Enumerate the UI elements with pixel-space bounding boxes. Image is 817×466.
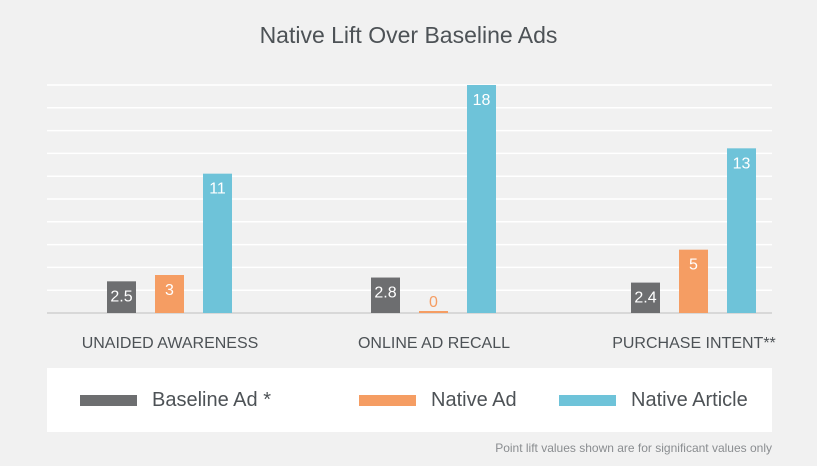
legend: Baseline Ad * Native Ad Native Article <box>47 368 772 432</box>
data-label: 3 <box>165 282 174 299</box>
bar-baseline-ad-1 <box>371 277 400 313</box>
legend-label-native-ad: Native Ad <box>431 388 517 411</box>
data-label: 2.8 <box>374 285 396 302</box>
category-label: UNAIDED AWARENESS <box>82 335 259 352</box>
legend-swatch-native-article <box>559 394 616 406</box>
bar-native-article-2 <box>727 148 756 313</box>
data-label: 2.5 <box>110 288 132 305</box>
data-label: 13 <box>733 155 751 172</box>
legend-item-native-ad: Native Ad <box>359 368 517 432</box>
data-label: 18 <box>473 92 491 109</box>
data-labels: 2.5 2.8 2.4 3 0 5 11 18 13 <box>110 92 750 311</box>
bar-chart: 2.5 2.8 2.4 3 0 5 11 18 13 UNAIDED AWARENESS ONLI… <box>47 84 776 352</box>
bar-native-article-0 <box>203 173 232 313</box>
bar-native-ad-2 <box>679 249 708 313</box>
bar-baseline-ad-0 <box>107 281 136 313</box>
legend-label-baseline-ad: Baseline Ad * <box>152 388 271 411</box>
data-label: 5 <box>689 257 698 274</box>
bar-baseline-ad-2 <box>631 282 660 313</box>
category-label: ONLINE AD RECALL <box>358 335 510 352</box>
gridlines <box>47 84 772 314</box>
data-label: 0 <box>429 294 438 311</box>
bars <box>107 85 756 313</box>
bar-native-ad-0 <box>155 275 184 313</box>
category-label: PURCHASE INTENT** <box>612 335 776 352</box>
data-label: 11 <box>209 181 226 198</box>
legend-swatch-native-ad <box>359 394 416 406</box>
chart-title: Native Lift Over Baseline Ads <box>259 22 558 48</box>
legend-item-baseline-ad: Baseline Ad * <box>80 368 271 432</box>
legend-item-native-article: Native Article <box>559 368 748 432</box>
bar-native-article-1 <box>467 85 496 313</box>
legend-label-native-article: Native Article <box>631 388 748 411</box>
legend-swatch-baseline-ad <box>80 394 137 406</box>
footnote: Point lift values shown are for signific… <box>495 441 772 455</box>
category-labels: UNAIDED AWARENESS ONLINE AD RECALL PURCHAS… <box>82 335 776 352</box>
data-label: 2.4 <box>634 290 656 307</box>
